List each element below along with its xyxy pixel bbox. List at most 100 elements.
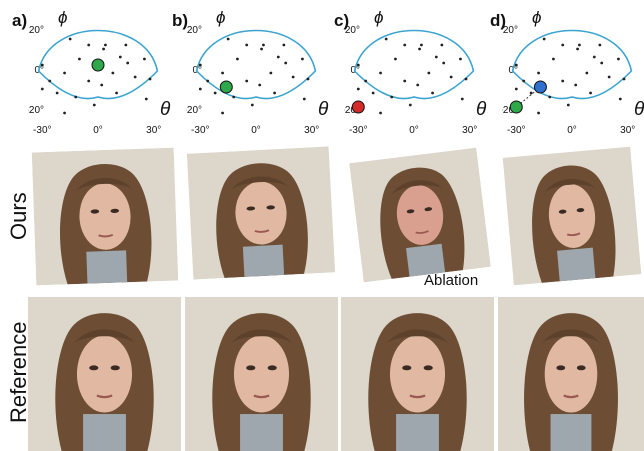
sweater-collar — [396, 414, 439, 451]
sample-dot — [390, 95, 394, 99]
mouth — [415, 230, 429, 234]
x-tick-label: 0° — [93, 125, 103, 136]
sweater-collar — [86, 250, 128, 284]
y-tick-label: 20° — [345, 25, 360, 36]
x-tick-label: -30° — [349, 125, 367, 136]
panel-label-c: c) — [334, 11, 350, 30]
sample-dot — [561, 79, 565, 83]
sample-dot — [40, 63, 44, 67]
sweater-collar — [550, 414, 592, 451]
sample-dot — [574, 83, 578, 87]
sample-dot — [250, 103, 254, 107]
angle-plot-a: 20°0°-20°-30°0°30°ϕθ — [28, 8, 171, 136]
x-tick-label: -30° — [33, 125, 51, 136]
sample-dot — [394, 57, 397, 61]
sample-dot — [133, 75, 137, 79]
row-label-ours: Ours — [6, 192, 31, 240]
phi-axis-label: ϕ — [532, 8, 541, 27]
sample-dot — [236, 57, 239, 61]
x-tick-label: 0° — [251, 125, 261, 136]
sweater-collar — [240, 414, 283, 451]
angle-plot-b: 20°0°-20°-30°0°30°ϕθ — [186, 8, 329, 136]
theta-axis-label: θ — [318, 99, 329, 120]
sample-dot — [371, 91, 375, 95]
sample-dot — [87, 79, 91, 83]
sample-dot — [537, 71, 540, 75]
sample-dot — [514, 87, 518, 91]
sample-dot — [514, 63, 518, 67]
sample-dot — [592, 55, 596, 59]
sample-dot — [198, 87, 202, 91]
sample-dot — [427, 71, 431, 75]
hair-fringe — [73, 329, 136, 344]
sweater-collar — [242, 244, 285, 277]
sample-dot — [55, 91, 59, 95]
x-tick-label: 0° — [409, 125, 419, 136]
sample-dot — [420, 43, 423, 47]
face — [233, 335, 290, 413]
mouth — [98, 233, 114, 238]
sample-dot — [232, 95, 236, 99]
sample-dot — [68, 37, 72, 41]
y-tick-label: 20° — [29, 25, 44, 36]
sample-dot — [100, 83, 104, 87]
sample-dot — [548, 95, 552, 99]
sample-dot — [276, 55, 280, 59]
right-eye — [423, 365, 433, 371]
sample-dot — [418, 47, 421, 51]
hair-fringe — [541, 329, 601, 344]
reference-photo-c — [341, 297, 494, 451]
sample-dot — [111, 71, 115, 75]
sample-dot — [440, 43, 444, 47]
hair-fringe — [391, 180, 443, 195]
hair-fringe — [231, 176, 289, 190]
portrait-image — [28, 297, 181, 451]
sample-dot — [607, 75, 611, 79]
sample-dot — [622, 77, 626, 81]
sample-dot — [576, 47, 579, 51]
sample-dot — [442, 61, 446, 65]
panel-label-a: a) — [12, 11, 28, 30]
portrait-image — [341, 297, 494, 451]
left-eye — [246, 365, 256, 371]
fov-outline — [511, 29, 633, 100]
mouth — [96, 394, 113, 399]
sample-dot — [408, 103, 412, 107]
sample-dot — [302, 97, 306, 101]
right-eye — [267, 365, 277, 371]
ablation-label: Ablation — [424, 272, 479, 289]
sample-dot — [416, 83, 420, 87]
x-tick-label: -30° — [191, 125, 209, 136]
hair-fringe — [75, 177, 133, 191]
panel-label-d: d) — [490, 11, 507, 30]
sample-dot — [74, 95, 78, 99]
x-tick-label: 0° — [567, 125, 577, 136]
sample-dot — [221, 111, 224, 115]
angle-plot-c: 20°0°-20°-30°0°30°ϕθ — [344, 8, 487, 136]
selected-pose-marker — [91, 58, 105, 72]
sample-dot — [63, 111, 66, 115]
y-tick-label: -20° — [502, 105, 518, 116]
sample-dot — [434, 55, 438, 59]
sample-dot — [585, 71, 589, 75]
hair-fringe — [386, 329, 449, 344]
x-tick-label: 30° — [304, 125, 319, 136]
sample-dot — [459, 57, 462, 61]
fov-outline — [353, 29, 475, 100]
sample-dot — [124, 43, 128, 47]
portrait-image — [498, 297, 644, 451]
sample-dot — [384, 37, 388, 41]
sample-dot — [221, 71, 224, 75]
phi-axis-label: ϕ — [374, 8, 383, 27]
sample-dot — [618, 97, 622, 101]
sample-dot — [87, 43, 91, 47]
portrait-image — [349, 147, 491, 283]
ours-photo-d — [502, 146, 642, 286]
y-tick-label: 20° — [503, 25, 518, 36]
sample-dot — [566, 103, 570, 107]
sample-dot — [522, 79, 526, 83]
selected-pose-marker — [509, 100, 523, 114]
reference-photo-a — [28, 297, 181, 451]
sample-dot — [464, 77, 468, 81]
sample-dot — [578, 43, 581, 47]
